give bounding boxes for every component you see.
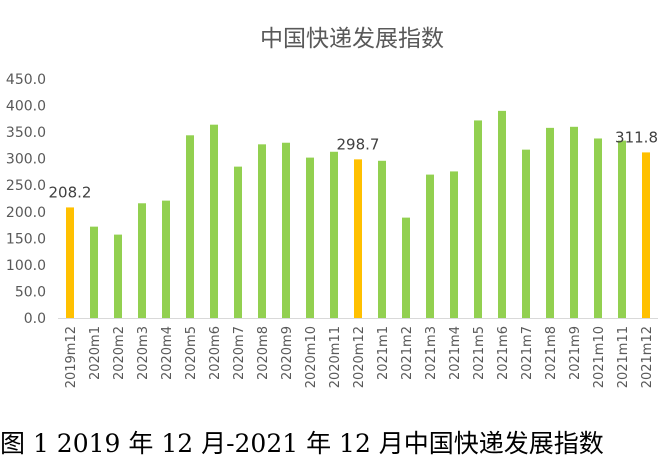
- x-tick-label: 2021m5: [472, 326, 487, 380]
- bar-2020m4: [162, 200, 170, 318]
- x-tick-label: 2020m3: [136, 326, 151, 380]
- bar-2021m10: [594, 138, 602, 318]
- x-tick-label: 2019m12: [64, 326, 79, 388]
- bar-2019m12: [66, 207, 74, 318]
- x-tick-label: 2020m9: [280, 326, 295, 380]
- x-tick-label: 2020m6: [208, 326, 223, 380]
- x-tick-label: 2021m7: [520, 326, 535, 380]
- bar-2020m8: [258, 144, 266, 318]
- x-tick-label: 2020m8: [256, 326, 271, 380]
- figure-caption: 图 1 2019 年 12 月-2021 年 12 月中国快递发展指数: [0, 429, 604, 458]
- y-tick-label: 100.0: [6, 258, 46, 274]
- data-labels: 208.2 298.7 311.8: [49, 128, 658, 201]
- y-tick-label: 200.0: [6, 205, 46, 221]
- x-axis: 2019m12 2020m1 2020m2 2020m3 2020m4 2020m5 202…: [58, 318, 658, 388]
- x-tick-label: 2020m5: [184, 326, 199, 380]
- y-tick-label: 0.0: [24, 311, 46, 327]
- bar-2020m5: [186, 135, 194, 318]
- bar-2020m7: [234, 166, 242, 318]
- x-tick-label: 2021m12: [640, 326, 655, 388]
- x-tick-label: 2021m6: [496, 326, 511, 380]
- bar-series: [66, 110, 650, 319]
- bar-2021m1: [378, 160, 386, 318]
- x-tick-label: 2021m4: [448, 326, 463, 380]
- data-label-2020m12: 298.7: [337, 135, 380, 153]
- bar-2020m2: [114, 234, 122, 318]
- bar-2021m4: [450, 171, 458, 318]
- bar-2021m9: [570, 126, 578, 318]
- bar-2020m3: [138, 203, 146, 318]
- chart-title: 中国快递发展指数: [260, 26, 444, 52]
- bar-2021m11: [618, 140, 626, 318]
- y-tick-label: 450.0: [6, 72, 46, 88]
- x-tick-label: 2020m1: [88, 326, 103, 380]
- bar-2021m7: [522, 149, 530, 318]
- bar-2021m8: [546, 127, 554, 319]
- y-tick-label: 400.0: [6, 99, 46, 115]
- bar-2021m6: [498, 110, 506, 318]
- y-tick-label: 50.0: [15, 284, 46, 300]
- x-tick-label: 2021m2: [400, 326, 415, 380]
- bar-2021m12: [642, 152, 650, 318]
- x-tick-label: 2020m10: [304, 326, 319, 388]
- x-tick-label: 2021m1: [376, 326, 391, 380]
- bar-2021m5: [474, 120, 482, 318]
- bar-2020m12: [354, 159, 362, 318]
- x-tick-label: 2021m3: [424, 326, 439, 380]
- y-tick-label: 150.0: [6, 231, 46, 247]
- x-tick-label: 2021m9: [568, 326, 583, 380]
- x-tick-label: 2021m11: [616, 326, 631, 388]
- x-tick-label: 2020m12: [352, 326, 367, 388]
- bar-2021m2: [402, 217, 410, 318]
- x-tick-label: 2020m11: [328, 326, 343, 388]
- data-label-2021m12: 311.8: [615, 128, 658, 146]
- x-tick-label: 2021m8: [544, 326, 559, 380]
- bar-chart: 中国快递发展指数 0.0 50.0 100.0 150.0 200.0 250.0 300.…: [6, 26, 658, 388]
- data-label-2019m12: 208.2: [49, 183, 92, 201]
- y-tick-label: 350.0: [6, 125, 46, 141]
- bar-2020m6: [210, 124, 218, 318]
- y-tick-label: 300.0: [6, 152, 46, 168]
- bar-2020m11: [330, 151, 338, 318]
- y-tick-label: 250.0: [6, 178, 46, 194]
- bar-2020m1: [90, 226, 98, 318]
- x-tick-label: 2021m10: [592, 326, 607, 388]
- x-tick-label: 2020m7: [232, 326, 247, 380]
- bar-2020m9: [282, 142, 290, 318]
- y-axis: 0.0 50.0 100.0 150.0 200.0 250.0 300.0 350.0 400…: [6, 72, 46, 327]
- x-tick-label: 2020m2: [112, 326, 127, 380]
- x-tick-label: 2020m4: [160, 326, 175, 380]
- bar-2021m3: [426, 174, 434, 318]
- bar-2020m10: [306, 157, 314, 318]
